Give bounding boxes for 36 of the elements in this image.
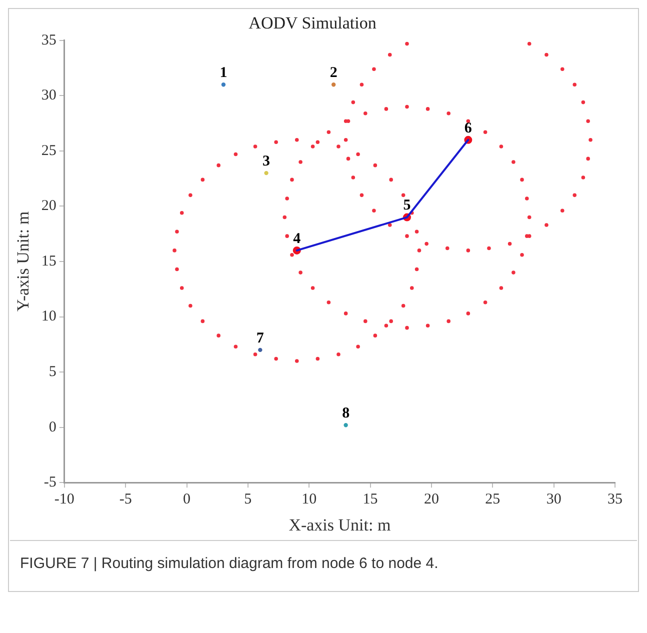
y-tick-label: 0 — [48, 419, 56, 436]
y-tick-label: 20 — [41, 198, 56, 214]
y-axis-title: Y-axis Unit: m — [14, 211, 33, 312]
annotation: 4 — [293, 230, 302, 247]
caption: FIGURE 7 | Routing simulation diagram from node 6 to node 4. — [10, 540, 637, 590]
y-tick-label: 15 — [41, 253, 56, 270]
x-tick-label: -5 — [119, 492, 132, 508]
x-tick-label: 20 — [424, 492, 439, 508]
annotation: 7 — [256, 330, 264, 346]
annotation: 8 — [342, 405, 350, 422]
annotation: 2 — [330, 64, 338, 81]
x-axis-title: X-axis Unit: m — [288, 515, 391, 534]
x-tick-label: 0 — [183, 492, 191, 508]
point — [221, 82, 226, 87]
x-tick-label: 15 — [362, 492, 378, 508]
annotation: 6 — [464, 120, 472, 136]
chart-title: AODV Simulation — [248, 14, 377, 33]
x-tick-label: 30 — [546, 492, 562, 508]
x-tick-label: 10 — [302, 492, 317, 508]
point — [264, 170, 268, 176]
x-tick-label: 5 — [244, 492, 252, 508]
annotation: 5 — [403, 198, 411, 214]
point — [331, 82, 336, 87]
x-tick-label: -10 — [54, 492, 74, 508]
y-tick-label: 35 — [41, 32, 56, 48]
y-tick-label: 10 — [41, 308, 56, 325]
y-tick-label: -5 — [44, 474, 56, 491]
annotation: 1 — [220, 64, 228, 81]
x-tick-label: 25 — [485, 492, 500, 508]
annotation: 3 — [262, 153, 270, 170]
point — [258, 348, 262, 352]
x-tick-label: 35 — [608, 492, 622, 508]
y-tick-label: 25 — [41, 142, 56, 159]
point — [344, 423, 348, 428]
y-tick-label: 5 — [48, 364, 56, 380]
y-tick-label: 30 — [41, 88, 56, 104]
